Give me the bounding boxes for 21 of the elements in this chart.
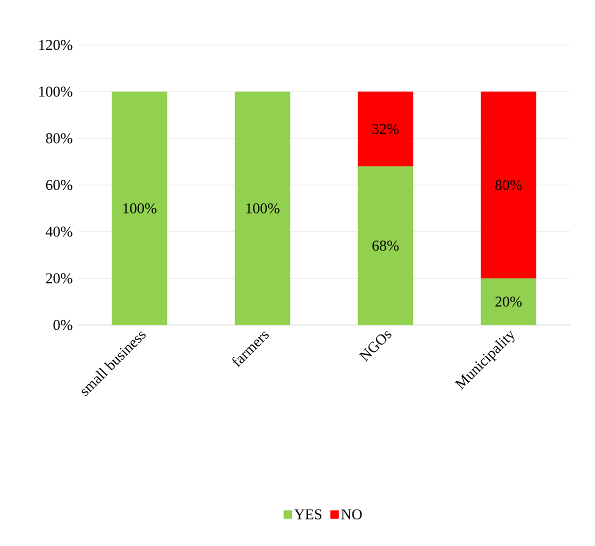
bar [358,166,414,325]
bar [234,92,290,325]
y-tick-label: 20% [46,273,72,284]
bar [112,92,168,325]
data-label: 20% [495,296,522,307]
legend-label: NO [341,509,362,520]
y-tick-label: 40% [46,226,72,237]
data-label: 100% [246,203,280,214]
bar [480,92,536,278]
bar [358,92,414,166]
data-label: 32% [372,124,399,134]
data-label: 68% [372,240,399,251]
data-label: 100% [123,203,156,214]
bar [480,278,536,325]
legend-label: YES [294,509,322,520]
y-tick-label: 100% [39,86,72,97]
y-tick-label: 80% [46,133,72,144]
y-tick-label: 60% [46,180,72,190]
y-tick-label: 0% [53,320,72,330]
y-tick-label: 120% [39,40,72,50]
data-label: 80% [495,180,522,190]
